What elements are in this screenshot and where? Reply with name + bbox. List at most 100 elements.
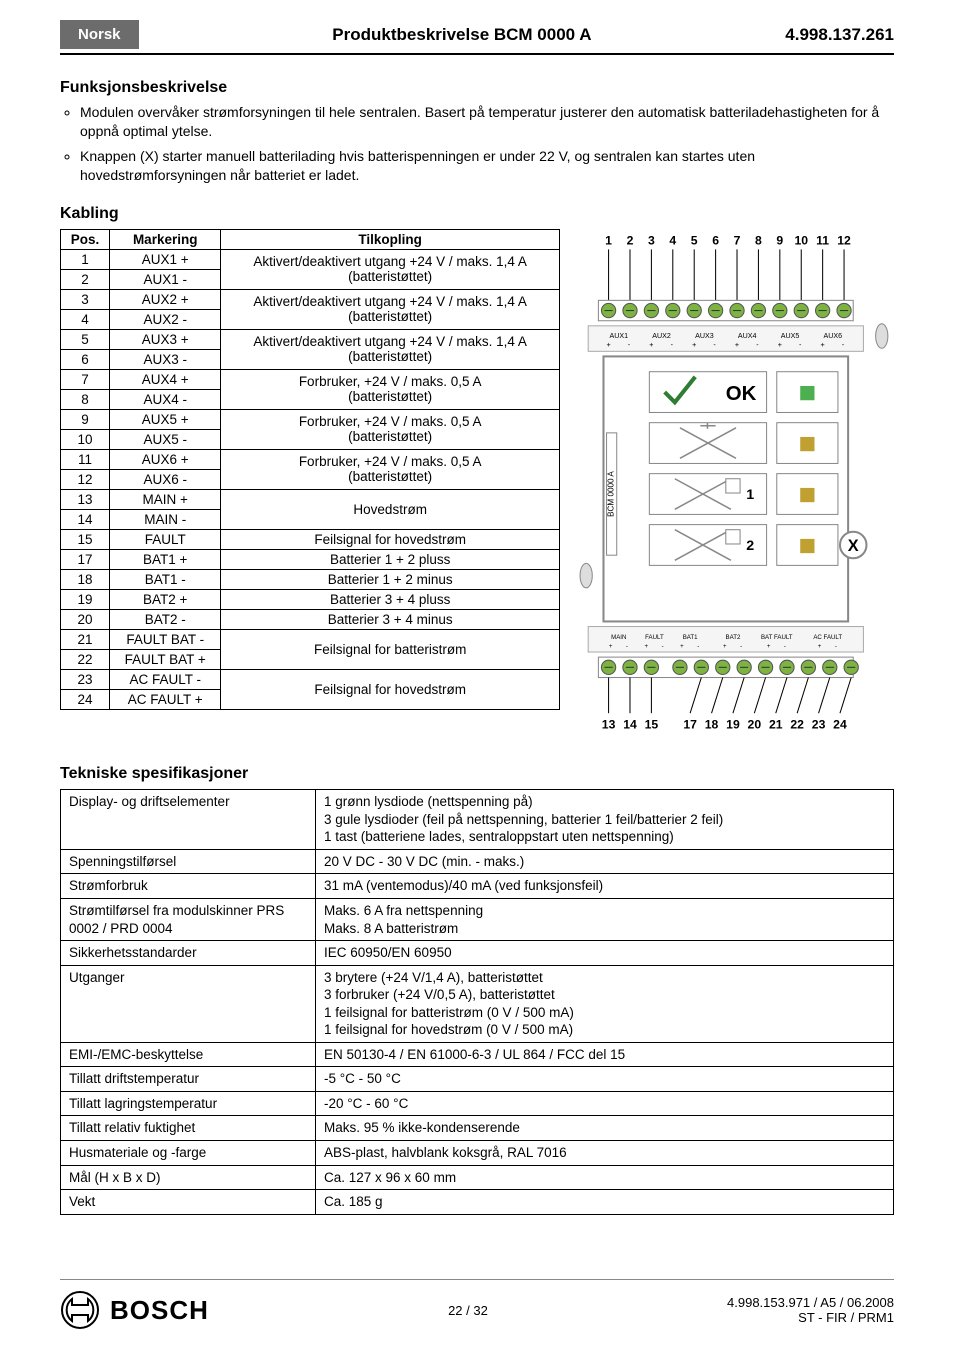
svg-text:6: 6 — [712, 233, 719, 247]
table-row: Tillatt lagringstemperatur-20 °C - 60 °C — [61, 1091, 894, 1116]
svg-text:-: - — [784, 643, 786, 650]
table-row: 1AUX1 +Aktivert/deaktivert utgang +24 V … — [61, 249, 560, 269]
table-row: Husmateriale og -fargeABS-plast, halvbla… — [61, 1140, 894, 1165]
col-markering: Markering — [110, 229, 221, 249]
svg-text:-: - — [626, 643, 628, 650]
svg-text:AUX1: AUX1 — [609, 332, 628, 340]
svg-text:BAT FAULT: BAT FAULT — [761, 633, 793, 640]
svg-text:20: 20 — [748, 717, 762, 731]
svg-text:22: 22 — [790, 717, 804, 731]
page-footer: BOSCH 22 / 32 4.998.153.971 / A5 / 06.20… — [60, 1279, 894, 1330]
kabling-heading: Kabling — [60, 205, 894, 223]
table-row: 23AC FAULT -Feilsignal for hovedstrøm — [61, 669, 560, 689]
tekniske-heading: Tekniske spesifikasjoner — [60, 765, 894, 783]
svg-text:-: - — [740, 643, 742, 650]
table-row: 21FAULT BAT -Feilsignal for batteristrøm — [61, 629, 560, 649]
table-row: Utganger3 brytere (+24 V/1,4 A), batteri… — [61, 965, 894, 1042]
svg-text:19: 19 — [726, 717, 740, 731]
table-row: 15FAULTFeilsignal for hovedstrøm — [61, 529, 560, 549]
bullet-item: Modulen overvåker strømforsyningen til h… — [80, 103, 894, 141]
table-row: 3AUX2 +Aktivert/deaktivert utgang +24 V … — [61, 289, 560, 309]
bullet-item: Knappen (X) starter manuell batteriladin… — [80, 147, 894, 185]
svg-text:8: 8 — [755, 233, 762, 247]
svg-text:24: 24 — [833, 717, 847, 731]
table-row: VektCa. 185 g — [61, 1190, 894, 1215]
svg-text:+: + — [609, 643, 613, 650]
table-row: Strømtilførsel fra modulskinner PRS 0002… — [61, 898, 894, 940]
svg-text:+: + — [692, 341, 696, 349]
svg-text:7: 7 — [734, 233, 741, 247]
svg-text:BAT2: BAT2 — [726, 633, 741, 640]
svg-text:9: 9 — [776, 233, 783, 247]
funksjon-heading: Funksjonsbeskrivelse — [60, 79, 894, 97]
svg-text:AUX4: AUX4 — [738, 332, 757, 340]
table-row: 11AUX6 +Forbruker, +24 V / maks. 0,5 A(b… — [61, 449, 560, 469]
svg-text:FAULT: FAULT — [645, 633, 664, 640]
language-box: Norsk — [60, 20, 139, 49]
svg-text:11: 11 — [816, 233, 829, 247]
svg-text:BAT1: BAT1 — [683, 633, 698, 640]
svg-text:1: 1 — [746, 487, 754, 503]
doc-number: 4.998.137.261 — [785, 25, 894, 45]
table-row: Display- og driftselementer1 grønn lysdi… — [61, 790, 894, 850]
col-tilkopling: Tilkopling — [221, 229, 560, 249]
svg-text:17: 17 — [683, 717, 697, 731]
svg-text:+: + — [723, 643, 727, 650]
svg-text:5: 5 — [691, 233, 698, 247]
col-pos: Pos. — [61, 229, 110, 249]
wiring-diagram: 123456789101112 AUX1+-AUX2+-AUX3+-AUX4+-… — [578, 229, 894, 742]
bosch-icon — [60, 1290, 100, 1330]
kabling-table: Pos. Markering Tilkopling 1AUX1 +Aktiver… — [60, 229, 560, 710]
svg-text:+: + — [735, 341, 739, 349]
table-row: 18BAT1 -Batterier 1 + 2 minus — [61, 569, 560, 589]
svg-text:15: 15 — [645, 717, 659, 731]
table-row: 17BAT1 +Batterier 1 + 2 pluss — [61, 549, 560, 569]
svg-text:14: 14 — [623, 717, 637, 731]
svg-text:+: + — [645, 643, 649, 650]
table-row: 7AUX4 +Forbruker, +24 V / maks. 0,5 A(ba… — [61, 369, 560, 389]
table-row: Mål (H x B x D)Ca. 127 x 96 x 60 mm — [61, 1165, 894, 1190]
page-title: Produktbeskrivelse BCM 0000 A — [139, 25, 786, 45]
brand-logo: BOSCH — [60, 1290, 209, 1330]
svg-text:+: + — [767, 643, 771, 650]
svg-text:AUX5: AUX5 — [781, 332, 800, 340]
table-row: SikkerhetsstandarderIEC 60950/EN 60950 — [61, 941, 894, 966]
svg-text:13: 13 — [602, 717, 616, 731]
table-row: 19BAT2 +Batterier 3 + 4 pluss — [61, 589, 560, 609]
svg-text:+: + — [606, 341, 610, 349]
svg-text:-: - — [662, 643, 664, 650]
ok-label: OK — [726, 383, 757, 405]
svg-text:-: - — [697, 643, 699, 650]
svg-text:10: 10 — [794, 233, 808, 247]
svg-text:+: + — [649, 341, 653, 349]
table-row: Tillatt relativ fuktighetMaks. 95 % ikke… — [61, 1116, 894, 1141]
svg-text:+: + — [821, 341, 825, 349]
svg-text:12: 12 — [837, 233, 851, 247]
page-number: 22 / 32 — [209, 1303, 727, 1318]
svg-text:MAIN: MAIN — [611, 633, 626, 640]
footer-meta: 4.998.153.971 / A5 / 06.2008 ST - FIR / … — [727, 1295, 894, 1325]
table-row: Strømforbruk31 mA (ventemodus)/40 mA (ve… — [61, 874, 894, 899]
svg-text:18: 18 — [705, 717, 719, 731]
table-row: 5AUX3 +Aktivert/deaktivert utgang +24 V … — [61, 329, 560, 349]
svg-text:+: + — [778, 341, 782, 349]
svg-text:4: 4 — [669, 233, 676, 247]
svg-text:+: + — [680, 643, 684, 650]
brand-text: BOSCH — [110, 1295, 209, 1326]
svg-text:2: 2 — [746, 538, 754, 554]
svg-text:AUX2: AUX2 — [652, 332, 671, 340]
svg-text:23: 23 — [812, 717, 826, 731]
svg-text:+: + — [818, 643, 822, 650]
funksjon-bullets: Modulen overvåker strømforsyningen til h… — [80, 103, 894, 185]
table-row: 13MAIN +Hovedstrøm — [61, 489, 560, 509]
table-row: 20BAT2 -Batterier 3 + 4 minus — [61, 609, 560, 629]
svg-text:3: 3 — [648, 233, 655, 247]
module-label: BCM 0000 A — [607, 470, 616, 516]
svg-text:AC FAULT: AC FAULT — [813, 633, 842, 640]
svg-text:AUX6: AUX6 — [824, 332, 843, 340]
table-row: EMI-/EMC-beskyttelseEN 50130-4 / EN 6100… — [61, 1042, 894, 1067]
svg-text:1: 1 — [605, 233, 612, 247]
svg-text:2: 2 — [627, 233, 634, 247]
svg-text:21: 21 — [769, 717, 783, 731]
table-row: 9AUX5 +Forbruker, +24 V / maks. 0,5 A(ba… — [61, 409, 560, 429]
